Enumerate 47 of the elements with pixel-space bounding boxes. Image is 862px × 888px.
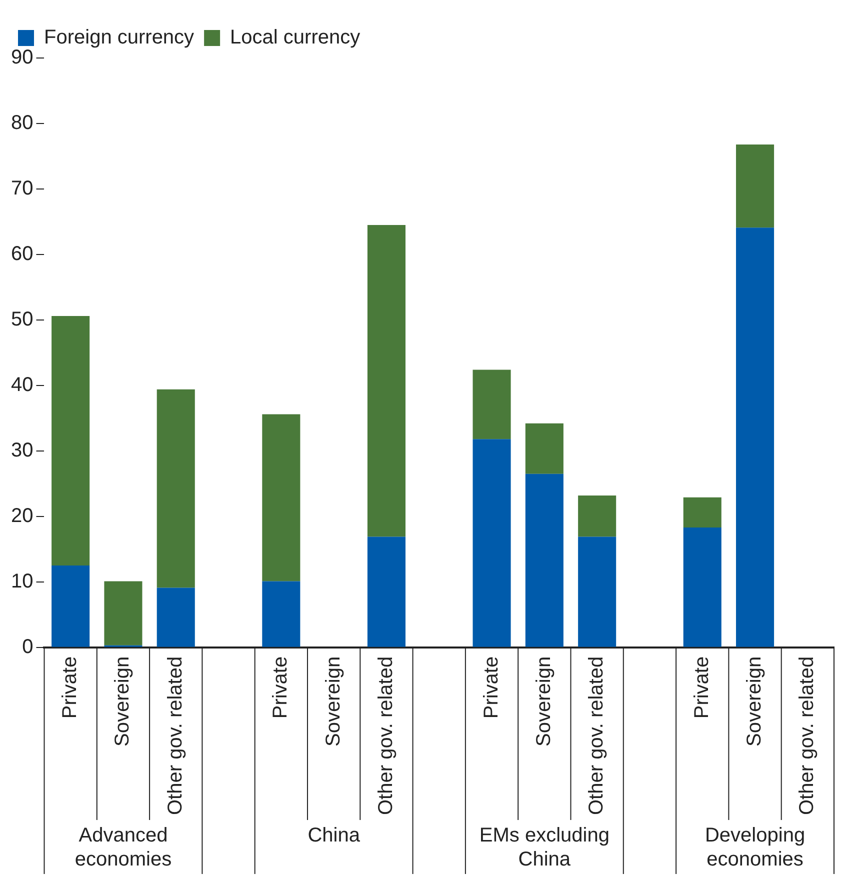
bar bbox=[683, 528, 722, 647]
x-tick-label: Other gov. related bbox=[796, 656, 818, 816]
bar bbox=[472, 370, 511, 440]
text: China bbox=[308, 824, 361, 847]
bar bbox=[262, 414, 300, 582]
y-tick-label: 60 bbox=[10, 242, 34, 265]
x-tick-label: Other gov. related bbox=[586, 656, 608, 816]
x-tick-label: Private bbox=[270, 656, 292, 719]
x-tick-label: Private bbox=[690, 656, 713, 719]
y-tick-label: 20 bbox=[10, 504, 34, 527]
bar bbox=[156, 588, 195, 647]
text: EMs excluding China bbox=[479, 824, 610, 871]
bar bbox=[367, 536, 406, 647]
bar bbox=[578, 536, 616, 647]
bar bbox=[52, 566, 90, 647]
y-tick-label: 30 bbox=[10, 439, 34, 462]
x-tick-label: Sovereign bbox=[744, 656, 766, 746]
x-tick-label: Sovereign bbox=[322, 656, 344, 746]
y-tick-label: 40 bbox=[10, 374, 34, 396]
bar bbox=[472, 439, 511, 647]
bar bbox=[262, 581, 300, 647]
legend-label: Foreign currency bbox=[44, 26, 194, 49]
bar bbox=[525, 474, 564, 647]
y-tick-label: 90 bbox=[10, 46, 34, 69]
text: Developing economies bbox=[704, 824, 806, 871]
y-tick-label: 50 bbox=[10, 308, 34, 330]
bar bbox=[736, 144, 774, 228]
text: Advanced economies bbox=[74, 824, 172, 871]
x-tick-label: Other gov. related bbox=[164, 656, 186, 816]
y-tick-label: 10 bbox=[10, 570, 34, 592]
bar bbox=[52, 316, 90, 566]
x-tick-label: Sovereign bbox=[112, 656, 134, 746]
bar bbox=[736, 228, 774, 647]
bar bbox=[578, 495, 616, 537]
bar bbox=[683, 497, 722, 528]
x-tick-label: Private bbox=[59, 656, 82, 719]
y-tick-label: 70 bbox=[10, 177, 34, 200]
bar bbox=[104, 581, 142, 646]
bar bbox=[156, 389, 195, 588]
y-tick-label: 80 bbox=[10, 112, 34, 134]
y-tick-label: 0 bbox=[22, 636, 34, 658]
bar bbox=[367, 224, 406, 537]
x-tick-label: Private bbox=[480, 656, 502, 719]
legend-label: Local currency bbox=[230, 26, 360, 49]
x-tick-label: Sovereign bbox=[532, 656, 555, 746]
x-tick-label: Other gov. related bbox=[374, 656, 397, 816]
bar bbox=[525, 423, 564, 474]
